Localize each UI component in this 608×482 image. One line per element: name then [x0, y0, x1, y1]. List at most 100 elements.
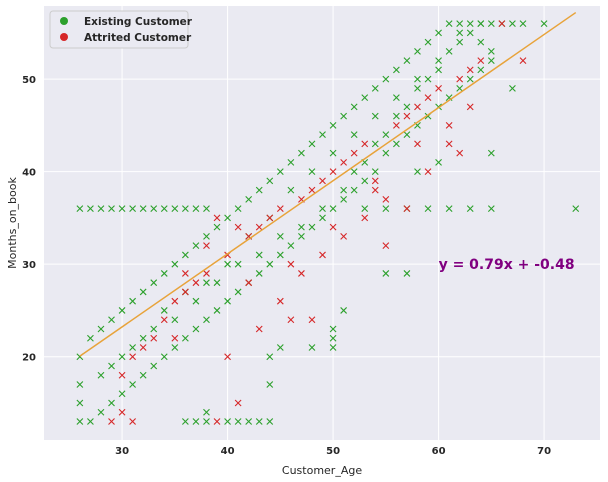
point-attrited-customer — [181, 288, 189, 296]
point-attrited-customer — [498, 20, 506, 27]
point-existing-customer — [181, 418, 189, 425]
point-attrited-customer — [118, 408, 126, 416]
point-existing-customer — [414, 47, 421, 55]
point-existing-customer — [181, 334, 189, 342]
point-existing-customer — [266, 381, 274, 388]
point-attrited-customer — [477, 57, 485, 64]
legend-box — [49, 10, 189, 49]
point-existing-customer — [234, 288, 242, 296]
point-existing-customer — [181, 251, 189, 259]
point-existing-customer — [203, 279, 210, 287]
point-existing-customer — [329, 334, 337, 342]
point-existing-customer — [371, 140, 379, 148]
point-existing-customer — [97, 408, 105, 416]
point-existing-customer — [276, 233, 284, 240]
point-existing-customer — [435, 158, 442, 166]
fit-equation-annotation: y = 0.79x + -0.48 — [439, 257, 575, 273]
point-existing-customer — [487, 47, 495, 55]
point-existing-customer — [87, 205, 94, 213]
point-existing-customer — [445, 205, 453, 213]
point-existing-customer — [298, 149, 305, 157]
point-attrited-customer — [435, 84, 442, 92]
point-attrited-customer — [234, 399, 242, 407]
point-attrited-customer — [466, 66, 474, 74]
point-attrited-customer — [266, 214, 274, 222]
point-existing-customer — [487, 149, 495, 157]
point-existing-customer — [76, 399, 84, 407]
point-existing-customer — [414, 168, 421, 176]
point-existing-customer — [234, 260, 242, 268]
point-attrited-customer — [255, 325, 263, 333]
point-existing-customer — [255, 270, 263, 277]
point-existing-customer — [245, 196, 253, 203]
point-attrited-customer — [308, 186, 316, 194]
point-attrited-customer — [361, 140, 369, 148]
point-attrited-customer — [203, 270, 210, 277]
y-axis-label: Months_on_book — [6, 177, 19, 269]
point-existing-customer — [435, 29, 442, 37]
point-existing-customer — [287, 186, 295, 194]
point-existing-customer — [266, 353, 274, 361]
point-existing-customer — [456, 84, 464, 92]
point-existing-customer — [255, 251, 263, 259]
point-attrited-customer — [519, 57, 527, 64]
point-existing-customer — [160, 205, 168, 213]
point-attrited-customer — [181, 270, 189, 277]
point-existing-customer — [319, 214, 326, 222]
point-existing-customer — [181, 205, 189, 213]
point-existing-customer — [361, 205, 369, 213]
point-existing-customer — [213, 279, 221, 287]
point-existing-customer — [456, 38, 464, 46]
legend-label-existing: Existing Customer — [84, 16, 193, 28]
point-existing-customer — [108, 205, 115, 213]
x-tick-label: 40 — [221, 446, 235, 457]
point-existing-customer — [371, 112, 379, 120]
point-existing-customer — [424, 205, 432, 213]
point-existing-customer — [456, 20, 464, 27]
point-existing-customer — [245, 418, 253, 425]
point-existing-customer — [382, 75, 390, 83]
point-existing-customer — [87, 418, 94, 425]
point-existing-customer — [414, 75, 421, 83]
point-existing-customer — [509, 84, 516, 92]
point-attrited-customer — [129, 353, 137, 361]
point-existing-customer — [329, 344, 337, 351]
point-existing-customer — [329, 205, 337, 213]
point-existing-customer — [276, 251, 284, 259]
point-existing-customer — [392, 94, 400, 102]
point-existing-customer — [255, 418, 263, 425]
point-existing-customer — [308, 223, 316, 231]
point-attrited-customer — [213, 214, 221, 222]
point-existing-customer — [192, 242, 200, 250]
point-existing-customer — [509, 20, 516, 27]
point-existing-customer — [298, 233, 305, 240]
point-existing-customer — [466, 20, 474, 27]
plot-area — [44, 6, 600, 440]
point-existing-customer — [224, 214, 231, 222]
point-existing-customer — [403, 57, 411, 64]
point-attrited-customer — [382, 196, 390, 203]
point-existing-customer — [192, 297, 200, 305]
point-existing-customer — [213, 307, 221, 314]
point-existing-customer — [203, 408, 210, 416]
point-existing-customer — [76, 205, 84, 213]
point-attrited-customer — [118, 371, 126, 379]
point-attrited-customer — [403, 112, 411, 120]
point-existing-customer — [108, 316, 115, 324]
point-existing-customer — [350, 131, 358, 139]
point-attrited-customer — [403, 205, 411, 213]
point-existing-customer — [540, 20, 548, 27]
point-existing-customer — [118, 307, 126, 314]
point-attrited-customer — [340, 233, 348, 240]
point-attrited-customer — [445, 140, 453, 148]
x-tick-label: 60 — [432, 446, 446, 457]
point-existing-customer — [477, 20, 485, 27]
x-tick-label: 50 — [326, 446, 340, 457]
point-attrited-customer — [160, 316, 168, 324]
point-attrited-customer — [329, 223, 337, 231]
point-existing-customer — [424, 38, 432, 46]
legend-marker-attrited — [60, 33, 68, 41]
point-existing-customer — [203, 316, 210, 324]
point-existing-customer — [129, 381, 137, 388]
